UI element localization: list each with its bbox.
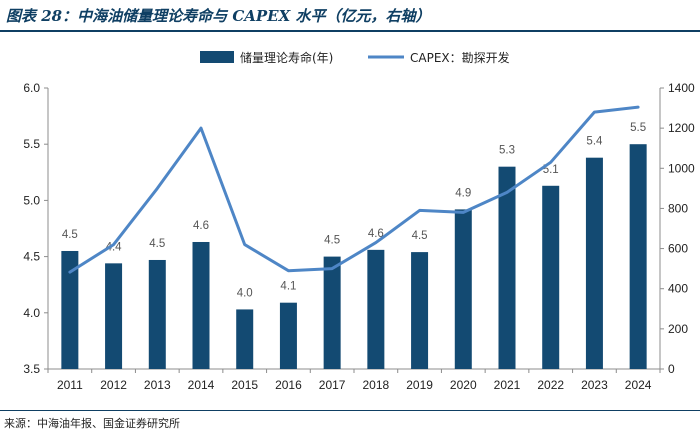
x-tick-label: 2012 bbox=[100, 378, 127, 392]
x-tick-label: 2021 bbox=[494, 378, 521, 392]
x-tick-label: 2011 bbox=[57, 378, 83, 392]
x-tick-label: 2018 bbox=[363, 378, 390, 392]
figure-title: 图表 28：中海油储量理论寿命与 CAPEX 水平（亿元，右轴） bbox=[6, 7, 431, 25]
bar-2022 bbox=[542, 185, 560, 369]
y-left-tick-label: 6.0 bbox=[23, 81, 40, 95]
y-left-tick-label: 4.5 bbox=[23, 250, 40, 264]
bar-2019 bbox=[411, 252, 429, 369]
y-left-tick-label: 4.0 bbox=[23, 306, 40, 320]
y-right-tick-label: 1400 bbox=[668, 81, 695, 95]
chart: 储量理论寿命(年) CAPEX：勘探开发 3.5 4.0 4.5 5.0 5.5 6.0 0… bbox=[23, 50, 695, 392]
bar-2023 bbox=[585, 157, 603, 369]
bar-2013 bbox=[148, 259, 166, 369]
x-tick-label: 2022 bbox=[537, 378, 564, 392]
source-rule bbox=[0, 410, 700, 411]
x-tick-label: 2019 bbox=[406, 378, 433, 392]
legend-line-label: CAPEX：勘探开发 bbox=[410, 50, 510, 65]
x-tick-label: 2020 bbox=[450, 378, 477, 392]
y-left-tick-label: 5.5 bbox=[23, 137, 40, 151]
bar-value-label: 4.5 bbox=[324, 235, 340, 247]
x-tick-label: 2013 bbox=[144, 378, 171, 392]
x-tick-label: 2015 bbox=[231, 378, 258, 392]
bar-value-label: 4.1 bbox=[280, 281, 296, 293]
bar-value-label: 5.5 bbox=[630, 122, 646, 134]
y-left-tick-label: 5.0 bbox=[23, 193, 40, 207]
bar-2014 bbox=[192, 241, 210, 369]
x-tick-label: 2016 bbox=[275, 378, 302, 392]
bar-value-label: 4.5 bbox=[412, 230, 428, 242]
bar-value-label: 4.6 bbox=[368, 228, 384, 240]
y-right-tick-label: 600 bbox=[668, 242, 688, 256]
title-rule bbox=[0, 30, 700, 32]
bar-value-label: 4.0 bbox=[237, 287, 253, 299]
bar-value-label: 5.4 bbox=[586, 136, 603, 148]
capex-line-layer bbox=[68, 105, 640, 274]
bar-value-label: 4.4 bbox=[106, 241, 123, 253]
bar-2012 bbox=[105, 263, 123, 369]
x-tick-label: 2023 bbox=[581, 378, 608, 392]
legend: 储量理论寿命(年) CAPEX：勘探开发 bbox=[200, 50, 510, 65]
x-tick-label: 2024 bbox=[625, 378, 652, 392]
legend-bar-swatch bbox=[200, 51, 234, 63]
x-tick-label: 2017 bbox=[319, 378, 346, 392]
bar-value-label: 4.9 bbox=[455, 187, 471, 199]
y-right-tick-label: 1000 bbox=[668, 161, 695, 175]
bar-2017 bbox=[323, 256, 341, 369]
y-right-tick-label: 1200 bbox=[668, 121, 695, 135]
axes: 3.5 4.0 4.5 5.0 5.5 6.0 0 200 400 600 800 1000 1200 1… bbox=[23, 81, 695, 392]
bar-value-label: 4.6 bbox=[193, 220, 209, 232]
y-right-tick-label: 400 bbox=[668, 282, 688, 296]
bar-value-label: 5.3 bbox=[499, 145, 515, 157]
y-right-tick-label: 800 bbox=[668, 201, 688, 215]
bar-2011 bbox=[61, 250, 79, 369]
bar-labels: 4.54.4 4.54.64.04.14.54.6 4.54.95.35.15.45… bbox=[62, 122, 646, 299]
source-note: 来源：中海油年报、国金证券研究所 bbox=[4, 417, 180, 430]
y-left-tick-label: 3.5 bbox=[23, 362, 40, 376]
bar-2016 bbox=[279, 302, 297, 369]
x-tick-label: 2014 bbox=[188, 378, 215, 392]
bar-2021 bbox=[498, 166, 516, 369]
bar-value-label: 4.5 bbox=[149, 238, 165, 250]
bar-value-label: 4.5 bbox=[62, 229, 78, 241]
bar-2020 bbox=[454, 209, 472, 369]
bars bbox=[61, 144, 647, 369]
y-right-tick-label: 0 bbox=[668, 362, 675, 376]
legend-bar-label: 储量理论寿命(年) bbox=[240, 50, 333, 65]
bar-2024 bbox=[629, 144, 647, 369]
capex-line bbox=[68, 105, 640, 274]
y-right-tick-label: 200 bbox=[668, 322, 688, 336]
bar-2015 bbox=[236, 309, 254, 369]
bar-2018 bbox=[367, 249, 385, 369]
